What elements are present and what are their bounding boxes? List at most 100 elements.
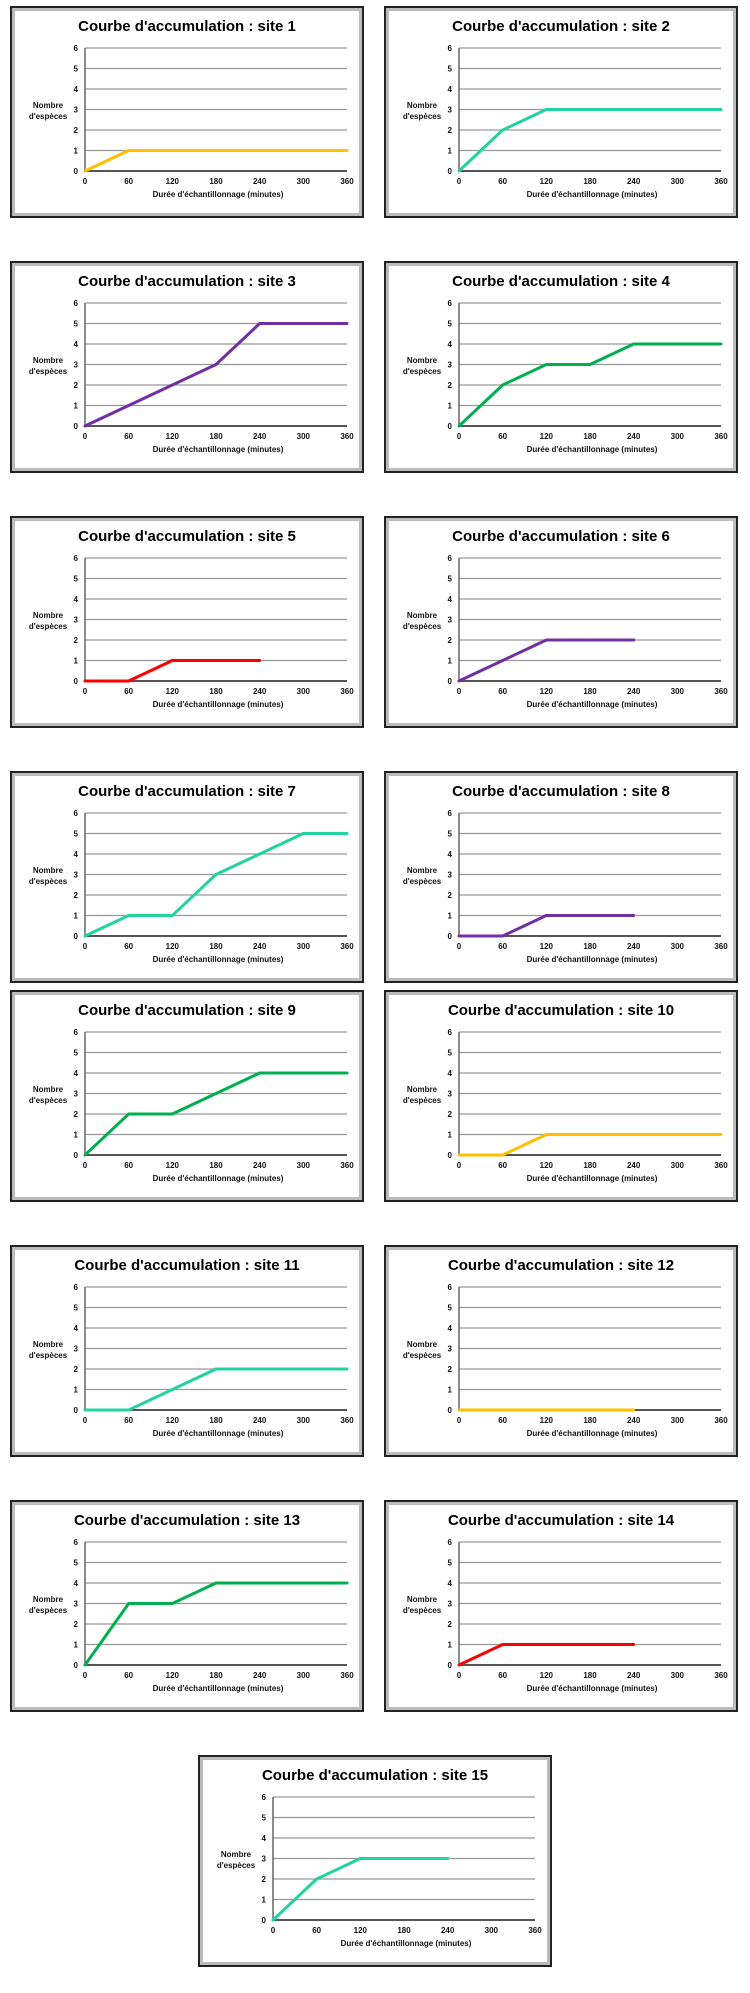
y-axis-label-line: Nombre <box>406 866 438 875</box>
y-tick-label: 3 <box>448 106 453 115</box>
y-tick-label: 6 <box>74 1538 79 1547</box>
data-point <box>544 1643 548 1646</box>
x-tick-label: 240 <box>627 942 641 951</box>
y-axis-label-line: Nombre <box>406 1595 438 1604</box>
y-tick-label: 1 <box>74 657 79 666</box>
x-tick-label: 120 <box>166 1671 180 1680</box>
x-tick-label: 240 <box>627 687 641 696</box>
y-axis-label: Nombre d'espèces <box>396 610 448 632</box>
data-point <box>127 679 131 683</box>
x-tick-label: 0 <box>457 1416 462 1425</box>
y-axis-label-line: Nombre <box>406 356 438 365</box>
data-point <box>301 1581 305 1585</box>
chart-panel-site-15: Courbe d'accumulation : site 15 Nombre d'e… <box>198 1755 552 1967</box>
chart-title: Courbe d'accumulation : site 11 <box>74 1257 300 1274</box>
data-point <box>214 149 218 152</box>
x-tick-label: 360 <box>340 687 354 696</box>
x-tick-label: 180 <box>583 432 597 441</box>
x-tick-label: 60 <box>312 1926 321 1935</box>
x-axis-label: Durée d'échantillonnage (minutes) <box>152 700 284 709</box>
x-tick-label: 300 <box>297 687 311 696</box>
x-tick-label: 60 <box>124 177 133 186</box>
data-point <box>83 1663 87 1667</box>
y-tick-label: 3 <box>448 616 453 625</box>
y-axis-label: Nombre d'espèces <box>396 1339 448 1361</box>
y-tick-label: 2 <box>448 126 453 135</box>
y-axis-label-line: Nombre <box>220 1850 252 1859</box>
y-axis-label: Nombre d'espèces <box>22 355 74 377</box>
x-tick-label: 360 <box>340 1671 354 1680</box>
x-tick-label: 240 <box>441 1926 455 1935</box>
x-tick-label: 120 <box>540 942 554 951</box>
x-tick-label: 180 <box>583 1161 597 1170</box>
data-series-line <box>271 1857 448 1922</box>
x-tick-label: 240 <box>627 1416 641 1425</box>
data-point <box>457 1153 461 1157</box>
y-tick-label: 3 <box>448 1090 453 1099</box>
data-point <box>588 1643 592 1646</box>
chart-panel-site-11: Courbe d'accumulation : site 11 Nombre d'e… <box>10 1245 364 1457</box>
x-tick-label: 60 <box>124 432 133 441</box>
chart-panel-site-5: Courbe d'accumulation : site 5 Nombre d'es… <box>10 516 364 728</box>
y-axis-label-line: Nombre <box>32 866 64 875</box>
y-tick-label: 5 <box>448 320 453 329</box>
x-tick-label: 300 <box>671 1671 685 1680</box>
x-tick-label: 120 <box>540 687 554 696</box>
y-tick-label: 4 <box>74 1069 79 1078</box>
data-series-line <box>85 659 260 683</box>
x-tick-label: 240 <box>253 1671 267 1680</box>
data-point <box>402 1857 406 1860</box>
data-point <box>588 914 592 917</box>
y-axis-label: Nombre d'espèces <box>210 1849 262 1871</box>
x-tick-label: 120 <box>166 1161 180 1170</box>
y-tick-label: 0 <box>448 677 453 686</box>
y-tick-label: 0 <box>448 1661 453 1670</box>
y-axis-label-line: d'espèces <box>402 1606 442 1615</box>
x-axis-label: Durée d'échantillonnage (minutes) <box>152 1174 284 1183</box>
y-tick-label: 1 <box>448 402 453 411</box>
y-tick-label: 4 <box>448 1069 453 1078</box>
chart-panel-site-2: Courbe d'accumulation : site 2 Nombre d'es… <box>384 6 738 218</box>
data-point <box>719 342 723 346</box>
y-tick-label: 6 <box>448 1028 453 1037</box>
y-tick-label: 0 <box>74 1661 79 1670</box>
data-point <box>258 852 262 856</box>
x-tick-label: 120 <box>540 432 554 441</box>
y-tick-label: 5 <box>448 575 453 584</box>
y-tick-label: 5 <box>74 320 79 329</box>
y-tick-label: 1 <box>448 1386 453 1395</box>
data-point <box>632 108 636 111</box>
data-point <box>544 914 548 917</box>
data-point <box>544 1133 548 1136</box>
data-point <box>544 638 548 642</box>
data-point <box>214 363 218 366</box>
x-tick-label: 300 <box>671 177 685 186</box>
data-point <box>719 1133 723 1136</box>
data-point <box>675 108 679 111</box>
x-tick-label: 240 <box>253 432 267 441</box>
x-tick-label: 240 <box>253 177 267 186</box>
data-point <box>83 424 87 428</box>
chart-title: Courbe d'accumulation : site 14 <box>447 1512 675 1529</box>
y-tick-label: 1 <box>448 912 453 921</box>
data-series-line <box>458 1643 634 1667</box>
x-tick-label: 360 <box>714 177 728 186</box>
y-tick-label: 0 <box>74 1151 79 1160</box>
x-tick-label: 120 <box>166 1416 180 1425</box>
data-point <box>258 1367 262 1371</box>
x-tick-label: 300 <box>671 687 685 696</box>
x-axis-label: Durée d'échantillonnage (minutes) <box>526 190 658 199</box>
data-point <box>544 363 548 366</box>
y-tick-label: 3 <box>74 1345 79 1354</box>
data-point <box>258 322 262 325</box>
y-tick-label: 1 <box>74 147 79 156</box>
data-point <box>170 1388 174 1391</box>
data-point <box>345 149 349 152</box>
x-tick-label: 120 <box>166 942 180 951</box>
y-axis-label-line: Nombre <box>32 1340 64 1349</box>
y-axis-label: Nombre d'espèces <box>22 865 74 887</box>
data-point <box>632 914 636 917</box>
